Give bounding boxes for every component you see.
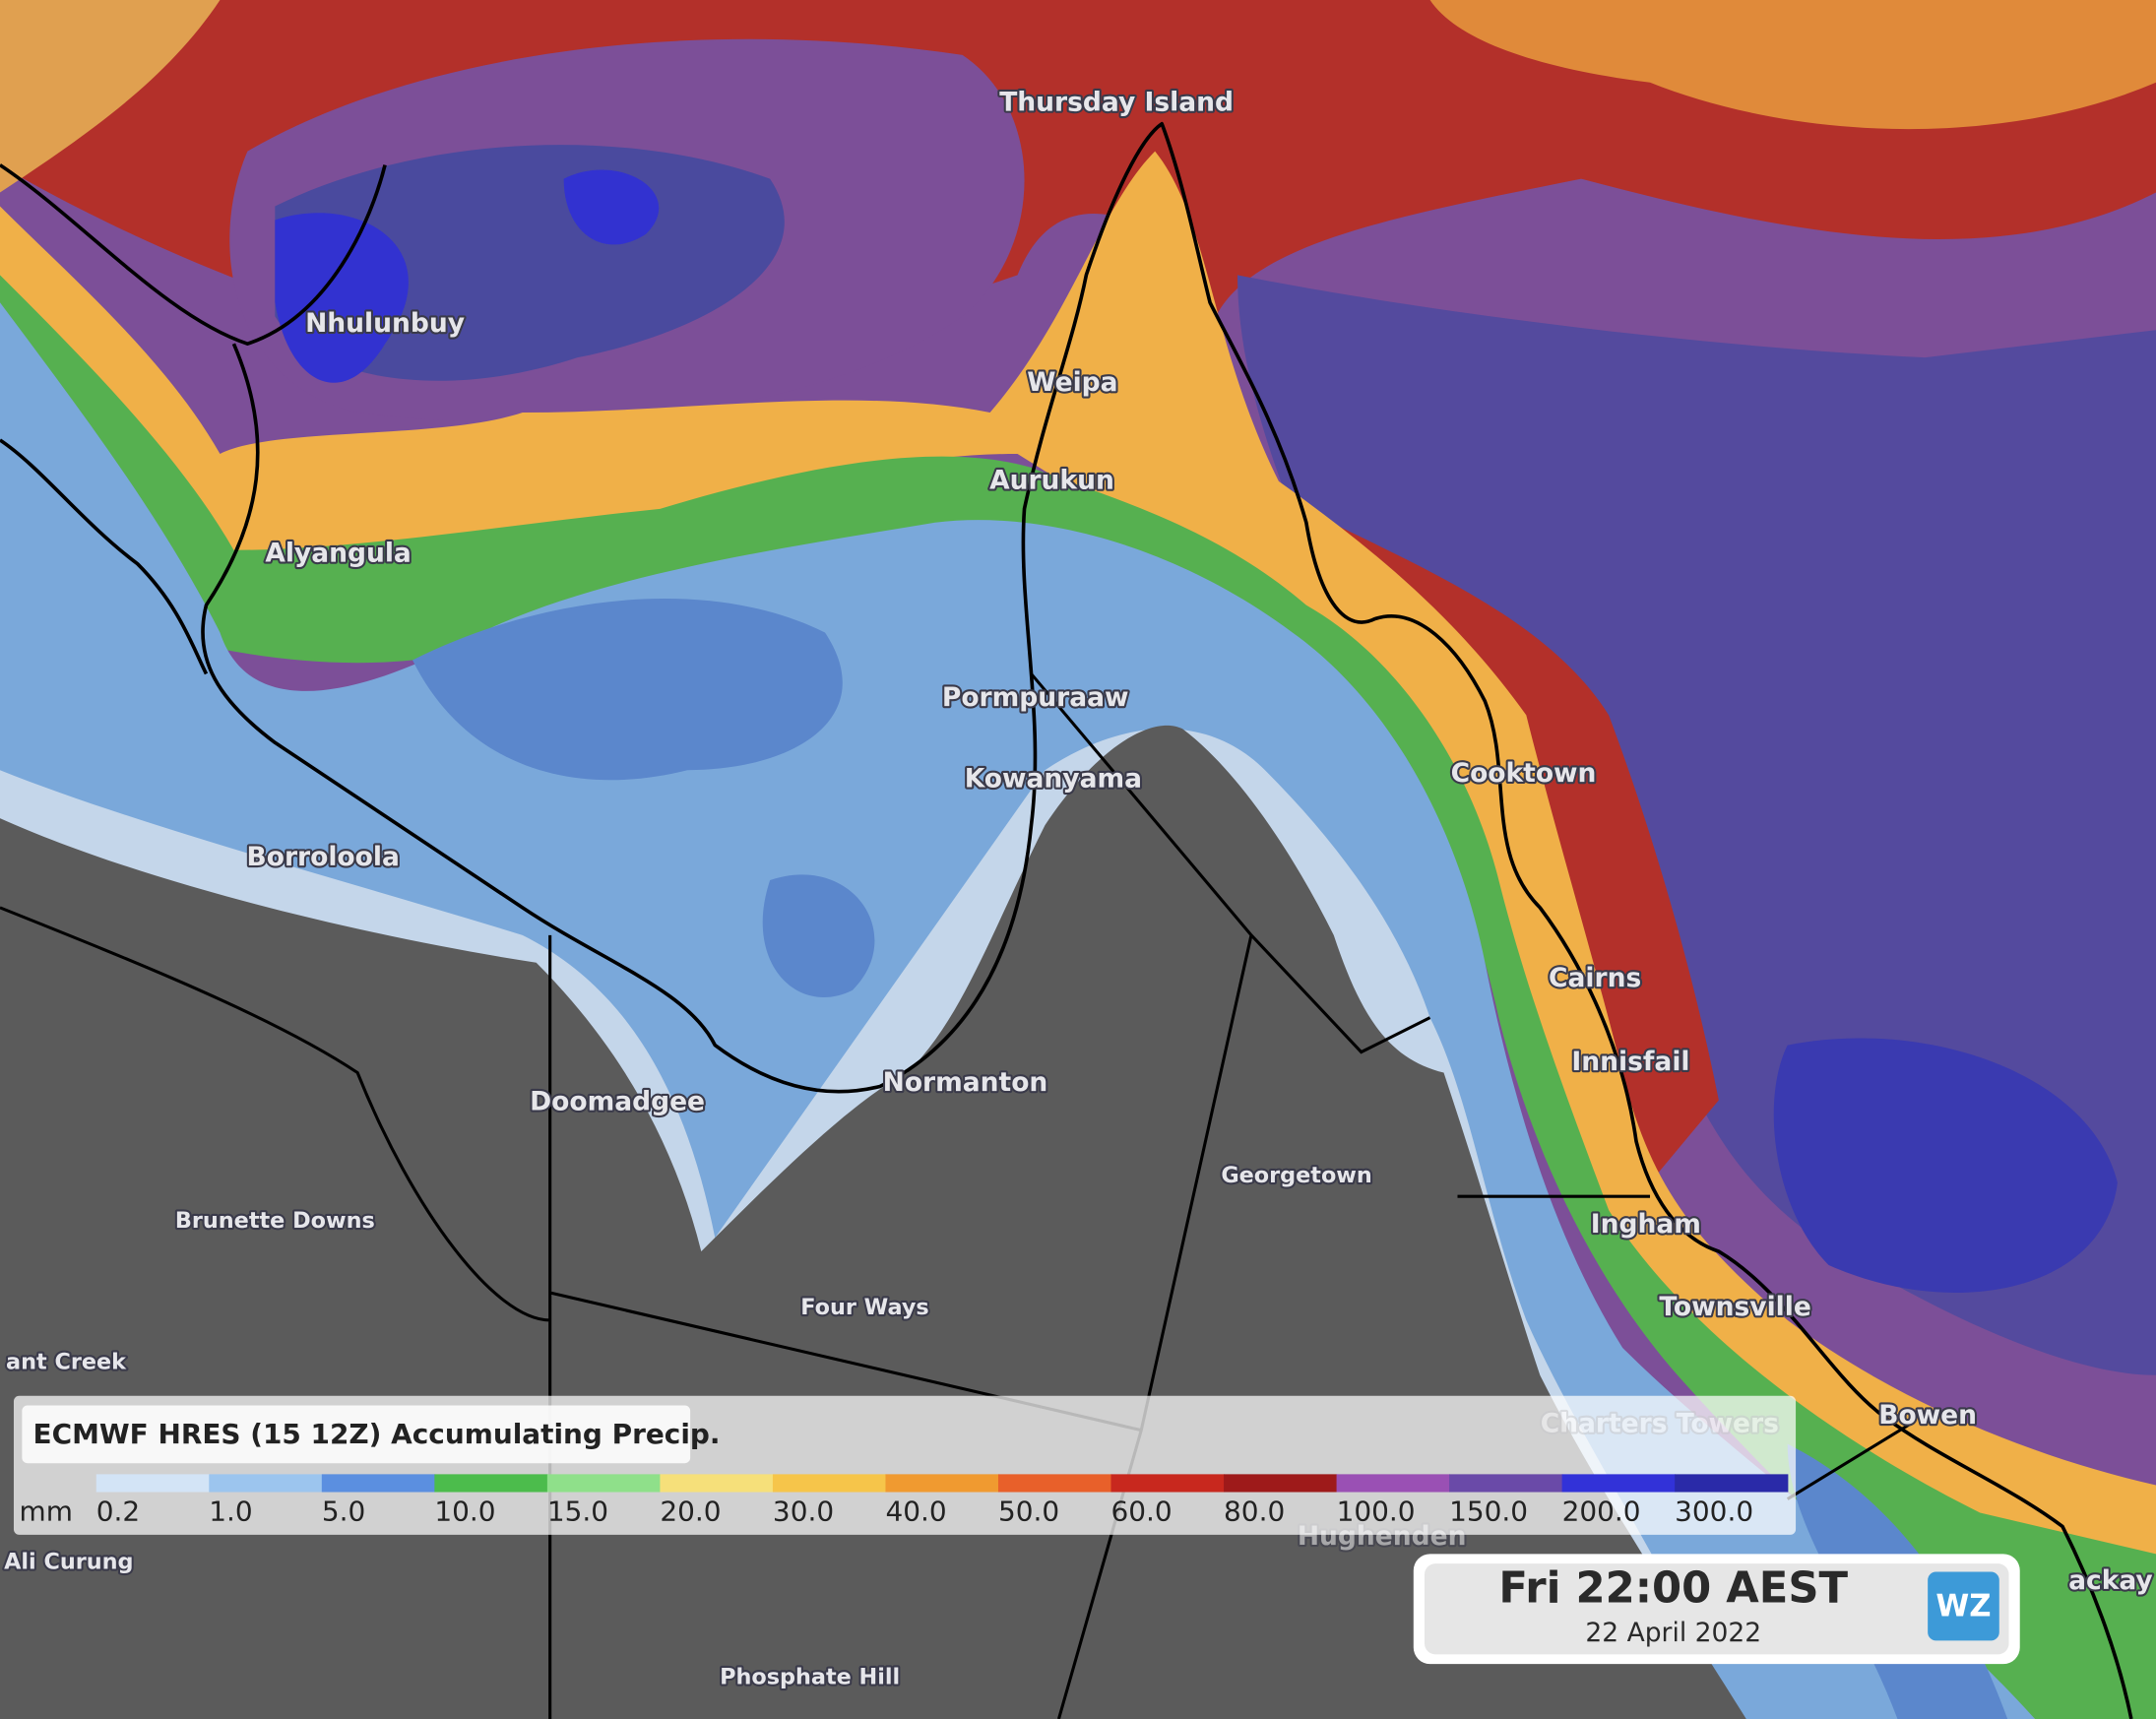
precip-red xyxy=(1278,494,1719,1183)
legend-label: 60.0 xyxy=(1111,1495,1173,1527)
legend-unit: mm xyxy=(20,1495,73,1527)
legend-swatch xyxy=(885,1474,999,1493)
state-border xyxy=(0,672,1913,1719)
time-panel-inner xyxy=(1424,1563,2009,1655)
place-label: Ali Curung xyxy=(4,1549,133,1574)
place-label: Cairns xyxy=(1549,963,1641,993)
legend-label: 1.0 xyxy=(209,1495,252,1527)
legend-swatch xyxy=(209,1474,323,1493)
legend-label: 20.0 xyxy=(660,1495,721,1527)
precip-orange xyxy=(0,0,221,193)
legend-swatch xyxy=(1561,1474,1676,1493)
place-label: Weipa xyxy=(1027,367,1117,398)
legend-label: 0.2 xyxy=(96,1495,140,1527)
precip-orange xyxy=(1429,0,2156,130)
place-label: Cooktown xyxy=(1451,758,1597,789)
legend-label: 50.0 xyxy=(998,1495,1059,1527)
legend-label: 100.0 xyxy=(1337,1495,1416,1527)
place-label: Borroloola xyxy=(247,842,400,872)
legend-label: 200.0 xyxy=(1562,1495,1641,1527)
place-label: Pormpuraaw xyxy=(942,682,1129,713)
coastline xyxy=(0,121,2133,1719)
logo xyxy=(1928,1571,1999,1641)
place-label: Doomadgee xyxy=(530,1087,705,1117)
place-label: Aurukun xyxy=(989,465,1114,495)
place-label: Thursday Island xyxy=(999,87,1234,117)
legend-title: ECMWF HRES (15 12Z) Accumulating Precip. xyxy=(33,1418,721,1450)
legend-title-box xyxy=(22,1405,691,1464)
logo-text: WZ xyxy=(1935,1588,1991,1624)
legend-label: 80.0 xyxy=(1224,1495,1285,1527)
place-label: ant Creek xyxy=(6,1350,127,1375)
place-label: Innisfail xyxy=(1571,1047,1689,1077)
legend-swatch xyxy=(1449,1474,1563,1493)
place-label: Phosphate Hill xyxy=(720,1665,900,1690)
legend-label: 300.0 xyxy=(1675,1495,1753,1527)
place-label: Nhulunbuy xyxy=(305,308,465,339)
legend-swatch xyxy=(546,1474,662,1493)
legend-scale: 0.2 1.0 5.0 10.0 15.0 20.0 30.0 40.0 50.0 60.0 80.… xyxy=(95,1474,1789,1527)
legend-swatch xyxy=(434,1474,548,1493)
place-label: Kowanyama xyxy=(965,763,1142,794)
place-label: Bowen xyxy=(1878,1400,1977,1431)
legend-swatch xyxy=(660,1474,774,1493)
legend-swatch xyxy=(1675,1474,1789,1493)
legend-label: 5.0 xyxy=(322,1495,365,1527)
precip-blue xyxy=(275,169,660,383)
legend-label: 40.0 xyxy=(885,1495,946,1527)
place-label: Alyangula xyxy=(265,538,412,568)
legend-label: 150.0 xyxy=(1449,1495,1528,1527)
precip-blue xyxy=(1773,1038,2118,1293)
place-label: Normanton xyxy=(883,1067,1048,1098)
place-label: Four Ways xyxy=(800,1295,928,1320)
legend-swatch xyxy=(1110,1474,1225,1493)
legend-label: 10.0 xyxy=(434,1495,495,1527)
legend-label: 15.0 xyxy=(547,1495,608,1527)
legend-swatch xyxy=(1224,1474,1338,1493)
place-label: Georgetown xyxy=(1221,1163,1371,1188)
date-label: 22 April 2022 xyxy=(1585,1618,1761,1648)
legend-label: 30.0 xyxy=(773,1495,834,1527)
legend-swatch xyxy=(997,1474,1112,1493)
legend-swatch xyxy=(1336,1474,1450,1493)
place-label: Townsville xyxy=(1659,1292,1810,1322)
legend-swatch xyxy=(772,1474,887,1493)
place-label: Ingham xyxy=(1591,1209,1701,1240)
legend-swatch xyxy=(95,1474,210,1493)
place-label: Brunette Downs xyxy=(175,1208,375,1234)
precip-blue-patch xyxy=(412,599,2008,1719)
place-label: ackay xyxy=(2068,1565,2153,1596)
time-label: Fri 22:00 AEST xyxy=(1498,1564,1848,1614)
legend-swatch xyxy=(321,1474,436,1493)
